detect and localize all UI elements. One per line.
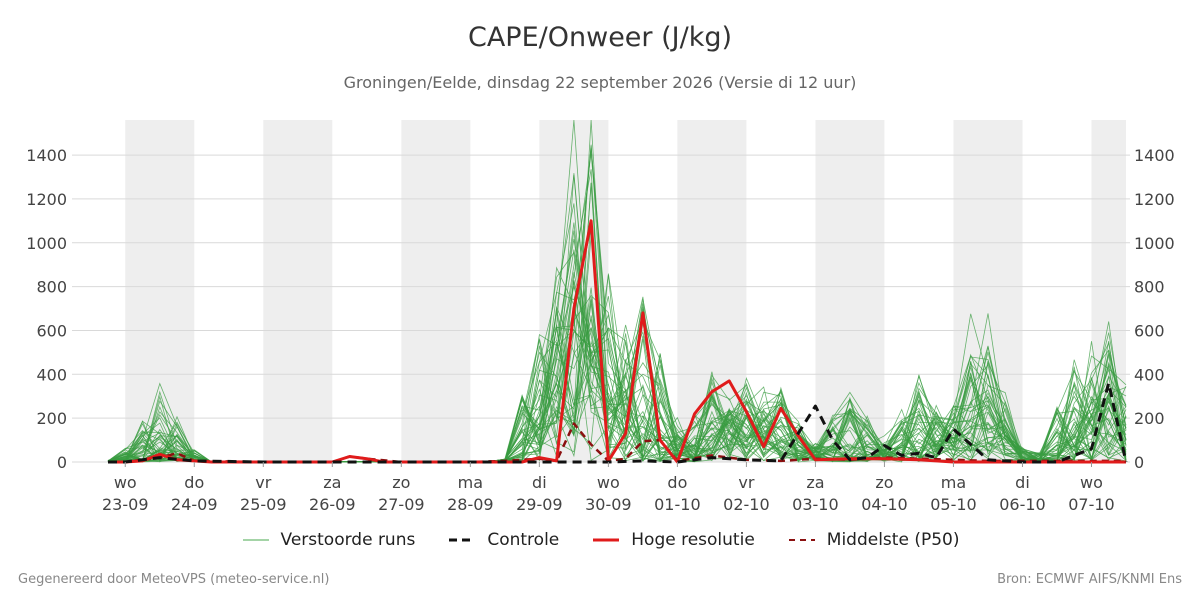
x-tick-weekday: di — [532, 473, 547, 492]
y-tick-label-left: 800 — [36, 278, 67, 297]
x-tick-weekday: wo — [597, 473, 620, 492]
legend-label-control: Controle — [487, 530, 560, 550]
x-tick-weekday: vr — [738, 473, 754, 492]
x-tick-date: 24-09 — [171, 495, 218, 514]
y-tick-label-left: 200 — [36, 409, 67, 428]
y-tick-label-left: 1200 — [26, 190, 67, 209]
x-tick-date: 26-09 — [309, 495, 356, 514]
x-tick-weekday: wo — [114, 473, 137, 492]
x-tick-date: 28-09 — [447, 495, 494, 514]
day-band — [125, 120, 195, 462]
x-tick-weekday: do — [184, 473, 204, 492]
x-tick-date: 01-10 — [654, 495, 701, 514]
x-tick-weekday: zo — [875, 473, 893, 492]
x-tick-weekday: vr — [255, 473, 271, 492]
y-tick-label-left: 400 — [36, 365, 67, 384]
x-tick-weekday: ma — [458, 473, 483, 492]
day-band — [815, 120, 885, 462]
legend-swatch-median — [788, 539, 815, 541]
y-tick-label-right: 1400 — [1134, 146, 1175, 165]
x-tick-weekday: wo — [1080, 473, 1103, 492]
legend-swatch-control — [449, 538, 476, 542]
x-tick-weekday: za — [323, 473, 341, 492]
y-tick-label-right: 0 — [1134, 453, 1144, 472]
y-tick-label-right: 1200 — [1134, 190, 1175, 209]
legend-swatch-highres — [593, 538, 620, 542]
cape-chart: 0 0 200 200 400 400 600 600 800 800 1000 1000 1200 12… — [26, 119, 1175, 514]
y-tick-label-right: 800 — [1134, 278, 1165, 297]
x-tick-date: 06-10 — [999, 495, 1046, 514]
footer-credit: Gegenereerd door MeteoVPS (meteo-service… — [18, 572, 330, 587]
legend-item-highres[interactable]: Hoge resolutie — [591, 530, 755, 550]
x-tick-date: 07-10 — [1068, 495, 1115, 514]
x-tick-date: 03-10 — [792, 495, 839, 514]
legend-swatch-ensemble — [242, 539, 269, 541]
y-tick-label-right: 1000 — [1134, 234, 1175, 253]
x-tick-date: 02-10 — [723, 495, 770, 514]
legend-label-highres: Hoge resolutie — [631, 530, 755, 550]
y-tick-label-left: 1000 — [26, 234, 67, 253]
footer-source: Bron: ECMWF AIFS/KNMI Ens — [997, 572, 1182, 587]
legend-label-median: Middelste (P50) — [826, 530, 960, 550]
y-tick-label-left: 1400 — [26, 146, 67, 165]
x-tick-date: 29-09 — [516, 495, 563, 514]
day-band — [263, 120, 333, 462]
y-tick-label-left: 0 — [57, 453, 67, 472]
x-tick-date: 23-09 — [102, 495, 149, 514]
x-tick-weekday: zo — [392, 473, 410, 492]
legend: Verstoorde runs Controle Hoge resolutie … — [0, 530, 1200, 550]
legend-item-control[interactable]: Controle — [447, 530, 559, 550]
day-band — [401, 120, 471, 462]
x-tick-date: 27-09 — [378, 495, 425, 514]
x-tick-weekday: di — [1015, 473, 1030, 492]
series-line-hoge-resolutie — [108, 219, 1126, 464]
x-tick-weekday: ma — [941, 473, 966, 492]
y-tick-label-right: 200 — [1134, 409, 1165, 428]
x-tick-date: 25-09 — [240, 495, 287, 514]
chart-title: CAPE/Onweer (J/kg) — [467, 22, 732, 53]
legend-item-median[interactable]: Middelste (P50) — [787, 530, 960, 550]
legend-item-ensemble[interactable]: Verstoorde runs — [241, 530, 416, 550]
x-tick-date: 04-10 — [861, 495, 908, 514]
x-tick-weekday: za — [806, 473, 824, 492]
y-tick-label-right: 400 — [1134, 365, 1165, 384]
x-tick-date: 30-09 — [585, 495, 632, 514]
x-tick-weekday: do — [667, 473, 687, 492]
y-tick-label-right: 600 — [1134, 321, 1165, 340]
y-tick-label-left: 600 — [36, 321, 67, 340]
axis-labels: 0 0 200 200 400 400 600 600 800 800 1000 1000 1200 12… — [26, 146, 1174, 514]
x-tick-date: 05-10 — [930, 495, 977, 514]
chart-subtitle: Groningen/Eelde, dinsdag 22 september 20… — [343, 73, 857, 92]
legend-label-ensemble: Verstoorde runs — [280, 530, 416, 550]
